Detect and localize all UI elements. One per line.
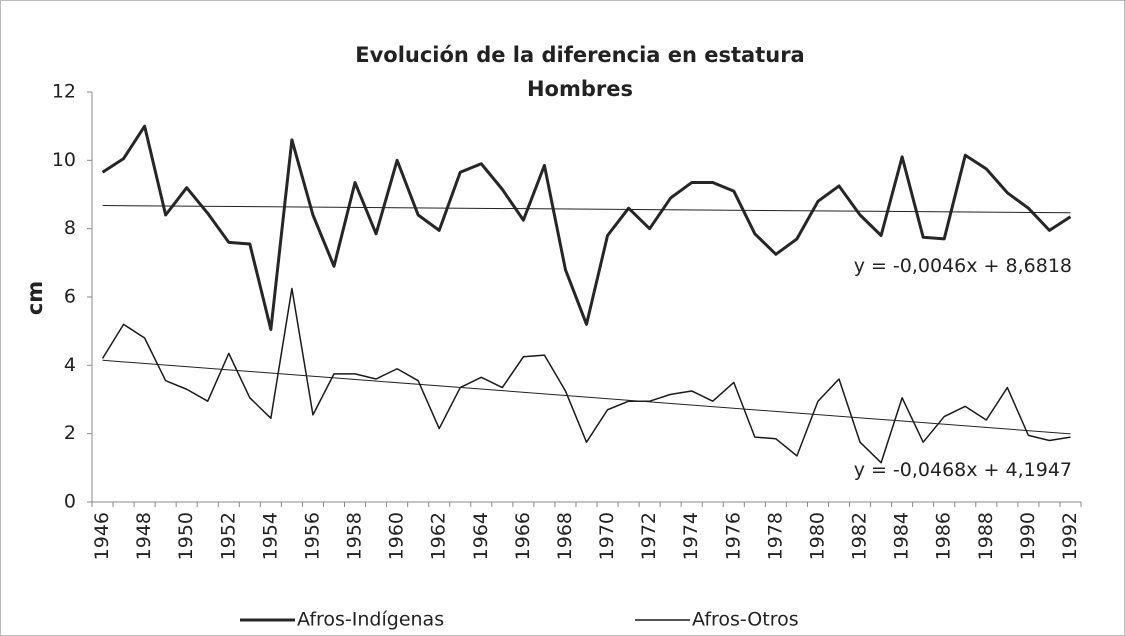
- y-tick-label: 12: [52, 81, 76, 103]
- x-tick-label: 1950: [175, 512, 197, 560]
- x-tick-label: 1984: [891, 512, 913, 560]
- x-tick-label: 1988: [975, 512, 997, 560]
- y-axis-label: cm: [23, 281, 47, 315]
- x-tick-label: 1976: [722, 512, 744, 560]
- x-tick-label: 1968: [554, 512, 576, 560]
- x-tick-label: 1948: [133, 512, 155, 560]
- y-tick-label: 10: [52, 149, 76, 171]
- x-tick-label: 1954: [259, 512, 281, 560]
- series-line: [101, 287, 1071, 464]
- x-tick-label: 1962: [428, 512, 450, 560]
- x-tick-label: 1956: [301, 512, 323, 560]
- legend-label: Afros-Indígenas: [297, 609, 444, 631]
- x-tick-label: 1974: [680, 512, 702, 560]
- y-tick-label: 2: [64, 422, 76, 444]
- series-line: [101, 124, 1072, 331]
- y-tick-label: 6: [64, 286, 76, 308]
- x-tick-label: 1966: [512, 512, 534, 560]
- legend-label: Afros-Otros: [692, 609, 799, 631]
- x-tick-label: 1960: [386, 512, 408, 560]
- x-tick-label: 1980: [806, 512, 828, 560]
- trend-equation: y = -0,0468x + 4,1947: [854, 459, 1072, 481]
- x-tick-label: 1946: [91, 512, 113, 560]
- x-tick-label: 1972: [638, 512, 660, 560]
- chart-subtitle: Hombres: [527, 77, 633, 101]
- y-tick-label: 4: [64, 354, 76, 376]
- x-tick-label: 1986: [933, 512, 955, 560]
- y-tick-label: 8: [64, 217, 76, 239]
- x-tick-label: 1982: [849, 512, 871, 560]
- x-tick-label: 1952: [217, 512, 239, 560]
- x-tick-label: 1978: [764, 512, 786, 560]
- chart-title: Evolución de la diferencia en estatura: [355, 43, 804, 67]
- trend-equation: y = -0,0046x + 8,6818: [854, 255, 1072, 277]
- x-tick-label: 1992: [1059, 512, 1081, 560]
- trend-line: [102, 359, 1071, 435]
- x-tick-label: 1958: [344, 512, 366, 560]
- x-tick-label: 1964: [470, 512, 492, 560]
- y-tick-label: 0: [64, 491, 76, 513]
- trend-line: [102, 205, 1071, 214]
- x-tick-label: 1970: [596, 512, 618, 560]
- x-tick-label: 1990: [1017, 512, 1039, 560]
